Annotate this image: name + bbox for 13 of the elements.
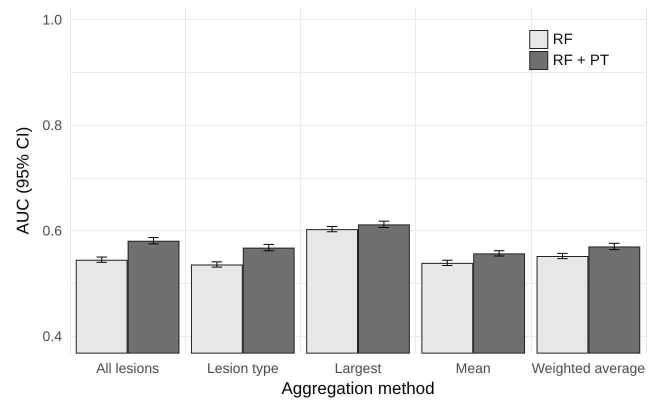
y-tick-label: 0.4 xyxy=(42,328,62,344)
x-axis-title: Aggregation method xyxy=(281,379,435,398)
y-tick-label: 0.8 xyxy=(42,117,62,134)
y-tick-label: 0.6 xyxy=(42,222,62,239)
legend-label: RF xyxy=(552,31,573,48)
y-tick-label: 1.0 xyxy=(42,12,62,28)
x-tick-label: Mean xyxy=(456,360,491,376)
legend-label: RF + PT xyxy=(552,52,610,69)
x-tick-label: Largest xyxy=(334,360,382,376)
x-tick-label: All lesions xyxy=(96,360,160,376)
x-tick-label: Weighted average xyxy=(532,360,646,376)
y-axis-title: AUC (95% CI) xyxy=(14,126,33,234)
x-tick-label: Lesion type xyxy=(206,360,279,376)
